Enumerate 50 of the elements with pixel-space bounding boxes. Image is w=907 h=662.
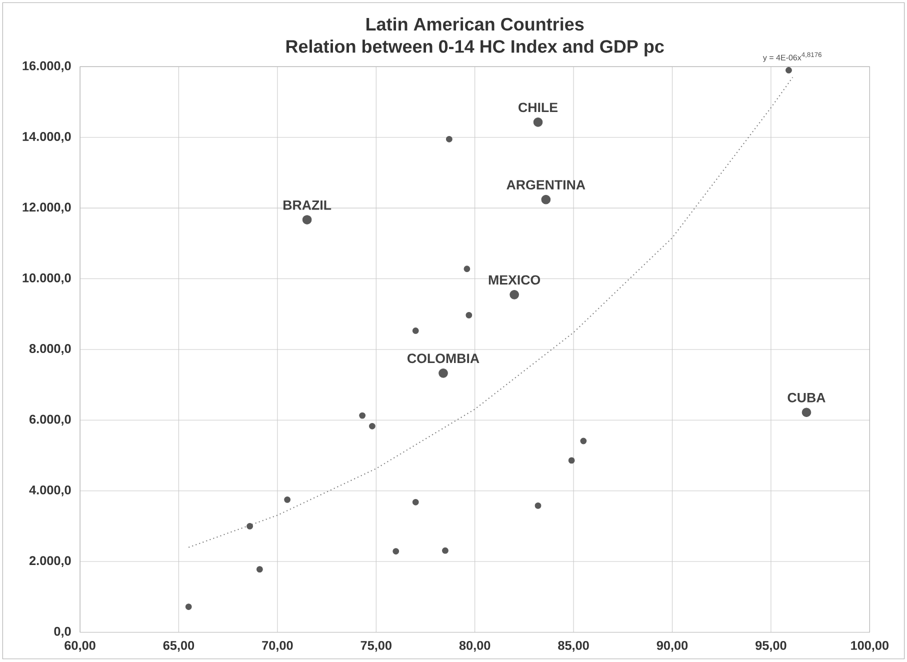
point [302, 215, 312, 225]
y-tick-label: 16.000,0 [22, 61, 71, 72]
annotation: CUBA [788, 393, 826, 403]
point [541, 195, 551, 204]
chart-subtitle: Relation between 0-14 HC Index and GDP pc [286, 40, 664, 57]
x-tick-label: 85,00 [558, 641, 589, 652]
text: y = 4E-06x$^{4,8176}$ [762, 52, 822, 62]
point [185, 604, 192, 610]
point [534, 502, 542, 510]
point [580, 438, 587, 444]
point [246, 523, 254, 530]
y-tick-label: 12.000,0 [22, 202, 71, 214]
y-tick-label: 8.000,0 [29, 344, 71, 356]
point [802, 408, 812, 418]
point [412, 328, 419, 334]
point [446, 136, 452, 143]
y-tick-label: 6.000,0 [30, 414, 71, 426]
point [786, 67, 792, 74]
y-tick-label: 10.000,0 [22, 274, 71, 284]
annotation: CHILE [518, 102, 558, 112]
x-tick-label: 90,00 [656, 641, 688, 652]
point [568, 457, 575, 464]
x-tick-label: 75,00 [360, 641, 392, 652]
point [510, 290, 519, 300]
x-tick-label: 70,00 [262, 641, 293, 652]
point [442, 548, 448, 554]
point [466, 312, 472, 319]
chart-title: Latin American Countries [366, 18, 584, 31]
annotation: BRAZIL [284, 200, 332, 210]
point [368, 423, 376, 430]
point [284, 496, 291, 504]
x-tick-label: 95,00 [756, 641, 786, 652]
annotation: MEXICO [488, 275, 540, 285]
x-tick-label: 100,00 [851, 641, 889, 652]
point [256, 566, 263, 573]
x-tick-label: 60,00 [64, 641, 96, 652]
x-tick-label: 65,00 [163, 641, 194, 652]
x-tick-label: 80,00 [459, 641, 490, 652]
point [438, 368, 448, 378]
point [412, 499, 419, 506]
point [392, 548, 400, 555]
y-tick-label: 2.000,0 [29, 556, 71, 568]
annotation: COLOMBIA [407, 354, 480, 364]
y-tick-label: 14.000,0 [22, 132, 71, 143]
annotation: ARGENTINA [506, 180, 586, 190]
point [464, 266, 470, 272]
point [533, 118, 543, 128]
point [359, 412, 366, 419]
y-tick-label: 4.000,0 [29, 486, 71, 496]
y-tick-label: 0,0 [54, 627, 71, 638]
